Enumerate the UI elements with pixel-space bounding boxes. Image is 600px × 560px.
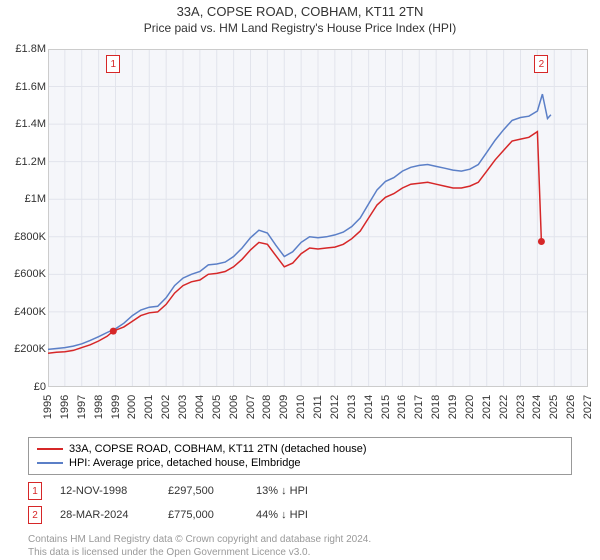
- chart-marker: 2: [534, 55, 548, 73]
- transaction-date: 28-MAR-2024: [60, 509, 150, 521]
- y-axis-label: £200K: [2, 343, 46, 355]
- x-axis-label: 2006: [228, 395, 240, 419]
- x-axis-label: 2026: [565, 395, 577, 419]
- x-axis-label: 2014: [363, 395, 375, 419]
- x-axis-label: 1995: [42, 395, 54, 419]
- transactions-table: 1 12-NOV-1998 £297,500 13% ↓ HPI 2 28-MAR-202…: [28, 479, 572, 527]
- x-axis-label: 2018: [430, 395, 442, 419]
- x-axis-label: 2024: [531, 395, 543, 419]
- plot-region: [48, 49, 588, 387]
- x-axis-label: 2020: [464, 395, 476, 419]
- x-axis-label: 2025: [548, 395, 560, 419]
- x-axis-label: 2021: [481, 395, 493, 419]
- x-axis-label: 2016: [396, 395, 408, 419]
- y-axis-label: £0: [2, 381, 46, 393]
- footer-line: This data is licensed under the Open Gov…: [28, 546, 572, 559]
- transaction-date: 12-NOV-1998: [60, 485, 150, 497]
- x-axis-label: 2004: [194, 395, 206, 419]
- x-axis-label: 2011: [312, 395, 324, 419]
- footer-attribution: Contains HM Land Registry data © Crown c…: [28, 533, 572, 559]
- page-title: 33A, COPSE ROAD, COBHAM, KT11 2TN: [0, 0, 600, 19]
- x-axis-label: 2017: [413, 395, 425, 419]
- legend-swatch: [37, 462, 63, 464]
- x-axis-label: 2015: [380, 395, 392, 419]
- x-axis-label: 2019: [447, 395, 459, 419]
- y-axis-label: £1.2M: [2, 156, 46, 168]
- y-axis-label: £1.8M: [2, 43, 46, 55]
- x-axis-label: 2009: [278, 395, 290, 419]
- legend-label: HPI: Average price, detached house, Elmb…: [69, 457, 301, 469]
- y-axis-label: £1.4M: [2, 118, 46, 130]
- chart: £0 £200K £400K £600K £800K £1M £1.2M £1.4M £1.6M…: [0, 41, 600, 431]
- x-axis-label: 2007: [245, 395, 257, 419]
- x-axis-label: 2005: [211, 395, 223, 419]
- x-axis-label: 1999: [110, 395, 122, 419]
- y-axis-label: £400K: [2, 306, 46, 318]
- x-axis-label: 2001: [143, 395, 155, 419]
- x-axis-label: 2023: [515, 395, 527, 419]
- x-axis-label: 2027: [582, 395, 594, 419]
- x-axis-label: 2010: [295, 395, 307, 419]
- page-subtitle: Price paid vs. HM Land Registry's House …: [0, 19, 600, 41]
- transaction-row: 1 12-NOV-1998 £297,500 13% ↓ HPI: [28, 479, 572, 503]
- chart-svg: [48, 49, 588, 387]
- transaction-marker: 2: [28, 506, 42, 524]
- x-axis-label: 1997: [76, 395, 88, 419]
- y-axis-label: £800K: [2, 231, 46, 243]
- y-axis-label: £600K: [2, 268, 46, 280]
- transaction-diff: 44% ↓ HPI: [256, 509, 308, 521]
- legend-swatch: [37, 448, 63, 450]
- legend-item: 33A, COPSE ROAD, COBHAM, KT11 2TN (detac…: [37, 442, 563, 456]
- footer-line: Contains HM Land Registry data © Crown c…: [28, 533, 572, 546]
- x-axis-label: 2000: [126, 395, 138, 419]
- legend-item: HPI: Average price, detached house, Elmb…: [37, 456, 563, 470]
- transaction-row: 2 28-MAR-2024 £775,000 44% ↓ HPI: [28, 503, 572, 527]
- y-axis-label: £1.6M: [2, 81, 46, 93]
- legend-label: 33A, COPSE ROAD, COBHAM, KT11 2TN (detac…: [69, 443, 367, 455]
- transaction-price: £297,500: [168, 485, 238, 497]
- transaction-diff: 13% ↓ HPI: [256, 485, 308, 497]
- legend: 33A, COPSE ROAD, COBHAM, KT11 2TN (detac…: [28, 437, 572, 475]
- x-axis-label: 1998: [93, 395, 105, 419]
- x-axis-label: 2003: [177, 395, 189, 419]
- x-axis-label: 2013: [346, 395, 358, 419]
- x-axis-label: 2012: [329, 395, 341, 419]
- x-axis-label: 2022: [498, 395, 510, 419]
- x-axis-label: 2002: [160, 395, 172, 419]
- x-axis-label: 2008: [261, 395, 273, 419]
- y-axis-label: £1M: [2, 193, 46, 205]
- transaction-price: £775,000: [168, 509, 238, 521]
- x-axis-label: 1996: [59, 395, 71, 419]
- chart-marker: 1: [106, 55, 120, 73]
- transaction-marker: 1: [28, 482, 42, 500]
